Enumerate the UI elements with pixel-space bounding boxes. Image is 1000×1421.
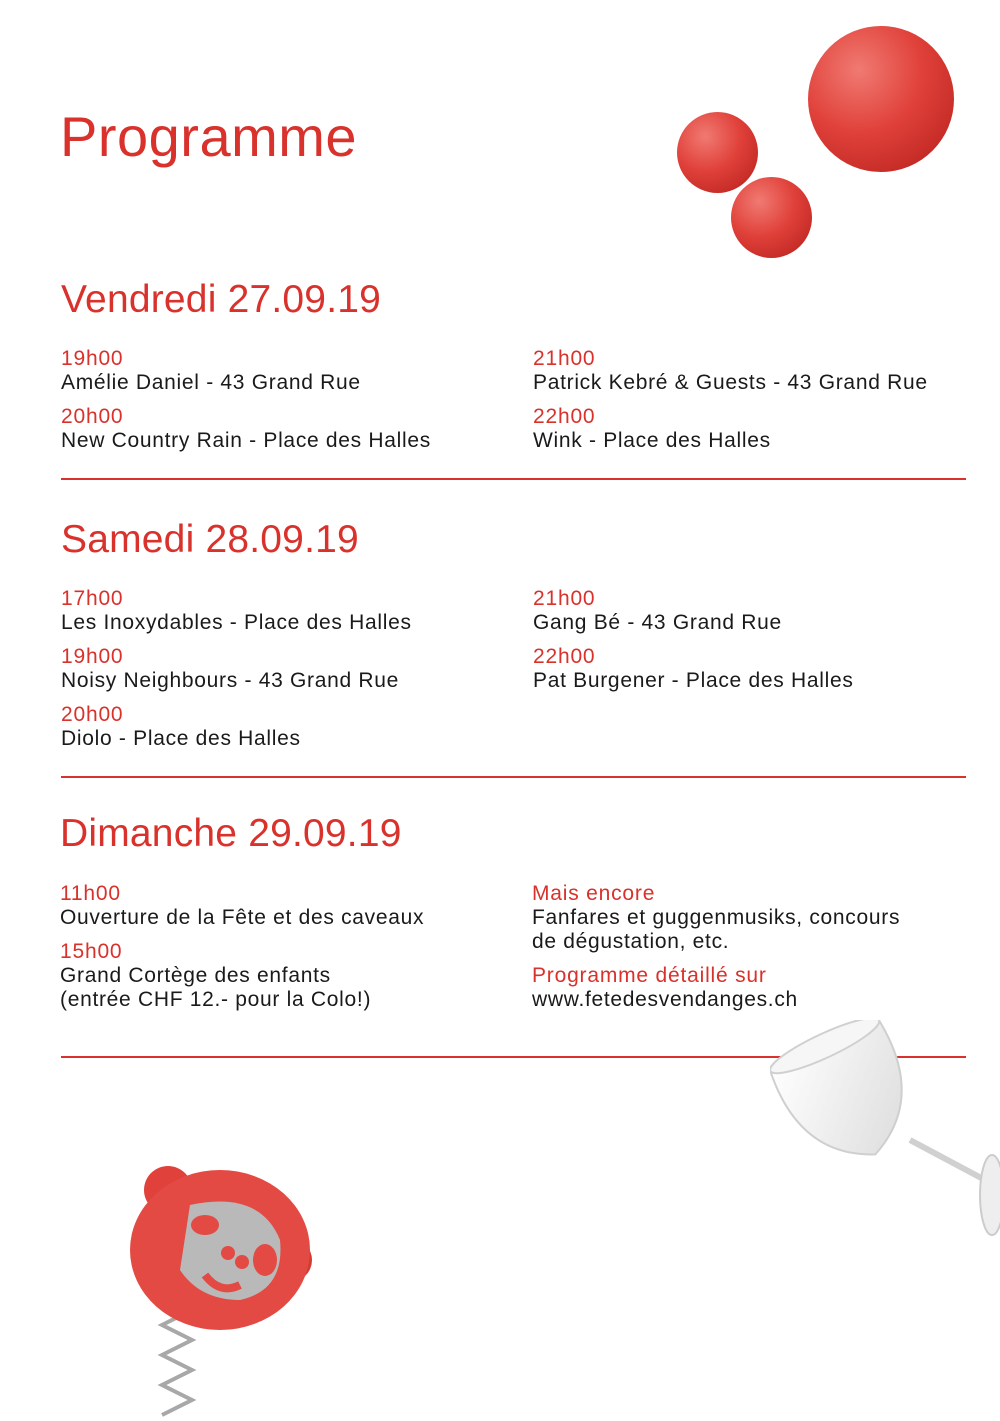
schedule-entry: Mais encore Fanfares et guggenmusiks, con… [532, 881, 972, 954]
red-sphere-small [731, 177, 812, 258]
entry-text: Amélie Daniel - 43 Grand Rue [61, 371, 361, 394]
red-sphere-large [808, 26, 954, 172]
entry-time: 22h00 [533, 405, 596, 428]
schedule-entry: 11h00 Ouverture de la Fête et des caveaux [60, 881, 500, 930]
entry-text: Fanfares et guggenmusiks, concours [532, 906, 901, 929]
schedule-entry: 21h00 Patrick Kebré & Guests - 43 Grand R… [533, 346, 973, 395]
entry-text: Pat Burgener - Place des Halles [533, 669, 854, 692]
entry-time: 17h00 [61, 587, 124, 610]
entry-time: 22h00 [533, 645, 596, 668]
schedule-entry: 20h00 Diolo - Place des Halles [61, 702, 501, 751]
entry-time: 15h00 [60, 940, 123, 963]
entry-text: Les Inoxydables - Place des Halles [61, 611, 412, 634]
entry-text: Patrick Kebré & Guests - 43 Grand Rue [533, 371, 928, 394]
wine-glass-icon [770, 1020, 1000, 1236]
entry-time: 11h00 [60, 882, 121, 905]
schedule-column-left: 11h00 Ouverture de la Fête et des caveaux… [60, 881, 500, 1021]
schedule-entry: 22h00 Wink - Place des Halles [533, 404, 973, 453]
entry-text: de dégustation, etc. [532, 930, 730, 953]
entry-label: Programme détaillé sur [532, 964, 767, 987]
schedule-entry: 19h00 Noisy Neighbours - 43 Grand Rue [61, 644, 501, 693]
schedule-entry: 20h00 New Country Rain - Place des Halles [61, 404, 501, 453]
schedule-column-left: 19h00 Amélie Daniel - 43 Grand Rue 20h00 N… [61, 346, 501, 462]
schedule-entry: Programme détaillé sur www.fetedesvendang… [532, 963, 972, 1012]
entry-text: Noisy Neighbours - 43 Grand Rue [61, 669, 400, 692]
section-divider [61, 1056, 966, 1058]
schedule-column-right: Mais encore Fanfares et guggenmusiks, con… [532, 881, 972, 1021]
entry-time: 20h00 [61, 703, 124, 726]
entry-time: 20h00 [61, 405, 124, 428]
entry-text: (entrée CHF 12.- pour la Colo!) [60, 988, 372, 1011]
page-title: Programme [60, 105, 358, 168]
schedule-entry: 17h00 Les Inoxydables - Place des Halles [61, 586, 501, 635]
section-divider [61, 478, 966, 480]
entry-text: New Country Rain - Place des Halles [61, 429, 431, 452]
day-heading-vendredi: Vendredi 27.09.19 [61, 278, 382, 321]
schedule-entry: 21h00 Gang Bé - 43 Grand Rue [533, 586, 973, 635]
schedule-column-right: 21h00 Patrick Kebré & Guests - 43 Grand R… [533, 346, 973, 462]
schedule-column-left: 17h00 Les Inoxydables - Place des Halles … [61, 586, 501, 760]
entry-label: Mais encore [532, 882, 656, 905]
section-divider [61, 776, 966, 778]
day-heading-dimanche: Dimanche 29.09.19 [60, 812, 402, 855]
monkey-corkscrew-icon [130, 1166, 312, 1417]
entry-text: Gang Bé - 43 Grand Rue [533, 611, 782, 634]
entry-time: 19h00 [61, 347, 124, 370]
schedule-entry: 19h00 Amélie Daniel - 43 Grand Rue [61, 346, 501, 395]
website-link[interactable]: www.fetedesvendanges.ch [532, 988, 798, 1011]
entry-time: 21h00 [533, 347, 596, 370]
schedule-column-right: 21h00 Gang Bé - 43 Grand Rue 22h00 Pat Bur… [533, 586, 973, 702]
entry-time: 19h00 [61, 645, 124, 668]
red-sphere-small [677, 112, 758, 193]
entry-text: Wink - Place des Halles [533, 429, 771, 452]
entry-text: Grand Cortège des enfants [60, 964, 331, 987]
schedule-entry: 22h00 Pat Burgener - Place des Halles [533, 644, 973, 693]
day-heading-samedi: Samedi 28.09.19 [61, 518, 359, 561]
entry-time: 21h00 [533, 587, 596, 610]
entry-text: Diolo - Place des Halles [61, 727, 301, 750]
entry-text: Ouverture de la Fête et des caveaux [60, 906, 425, 929]
schedule-entry: 15h00 Grand Cortège des enfants (entrée CH… [60, 939, 500, 1012]
